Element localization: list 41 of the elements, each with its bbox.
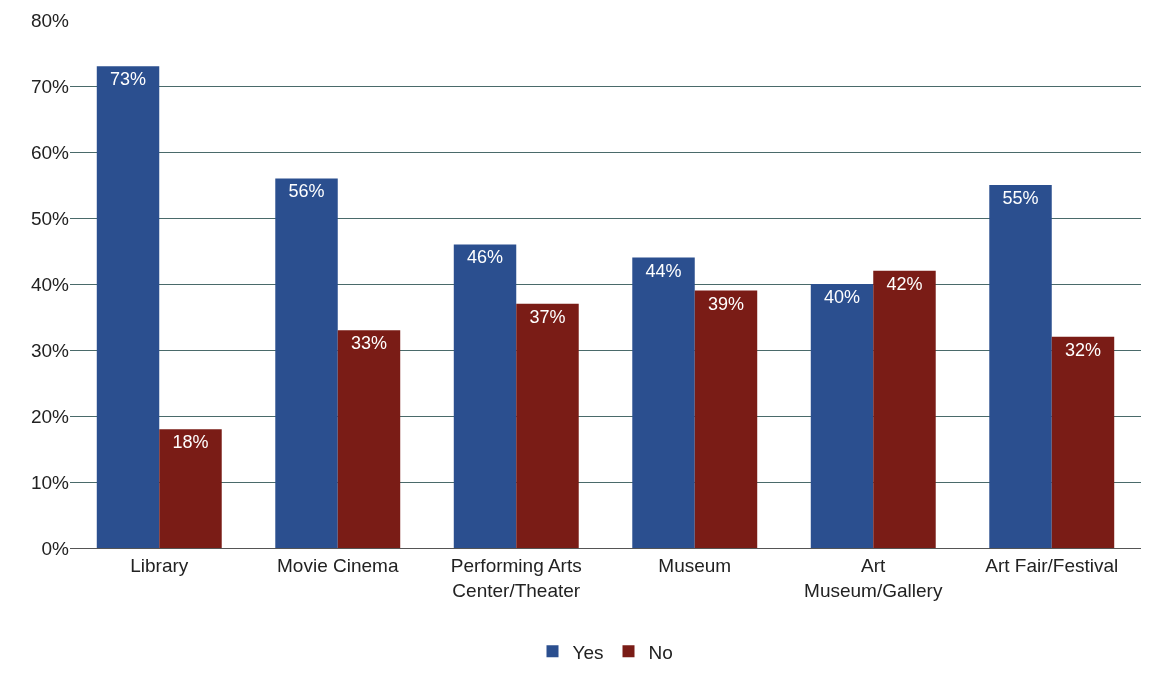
y-tick-label: 20%: [30, 405, 70, 427]
y-tick-label: 40%: [30, 273, 70, 295]
x-tick-label: Art Fair/Festival: [985, 554, 1119, 576]
data-label: 32%: [1064, 339, 1101, 360]
x-tick-label: Movie Cinema: [277, 554, 399, 576]
data-label: 56%: [288, 181, 325, 202]
data-label: 33%: [350, 333, 388, 354]
data-label: 18%: [172, 432, 209, 453]
x-tick-label: Art Museum/Gallery: [804, 554, 943, 601]
x-tick-label: Performing Arts Center/Theater: [450, 554, 582, 601]
data-label: 73%: [110, 69, 147, 90]
y-tick-label: 80%: [30, 9, 70, 31]
bar: [337, 330, 401, 548]
data-label: 40%: [824, 287, 861, 307]
y-tick-label: 60%: [30, 141, 70, 163]
bar: [694, 290, 758, 548]
y-tick-label: 30%: [30, 339, 70, 361]
y-tick-label: 70%: [30, 75, 70, 97]
bar: [989, 185, 1052, 548]
bar: [159, 429, 222, 548]
bar: [810, 284, 874, 548]
data-label: 46%: [467, 247, 504, 268]
legend-label: No: [648, 641, 673, 663]
legend-label: Yes: [572, 641, 604, 663]
bar: [275, 178, 338, 548]
x-tick-label: Library: [130, 554, 189, 576]
bar: [1051, 336, 1115, 548]
x-tick-label: Museum: [658, 554, 732, 576]
bar: [873, 270, 936, 548]
data-label: 39%: [707, 293, 745, 314]
data-label: 37%: [529, 306, 566, 327]
bar: [632, 257, 695, 548]
data-label: 44%: [645, 260, 682, 281]
bar: [453, 244, 517, 548]
bar: [96, 66, 160, 548]
data-label: 42%: [886, 273, 923, 294]
y-tick-label: 50%: [30, 207, 70, 229]
data-label: 55%: [1002, 188, 1039, 208]
y-tick-label: 0%: [41, 537, 70, 559]
y-tick-label: 10%: [30, 471, 70, 493]
bar: [516, 303, 579, 548]
